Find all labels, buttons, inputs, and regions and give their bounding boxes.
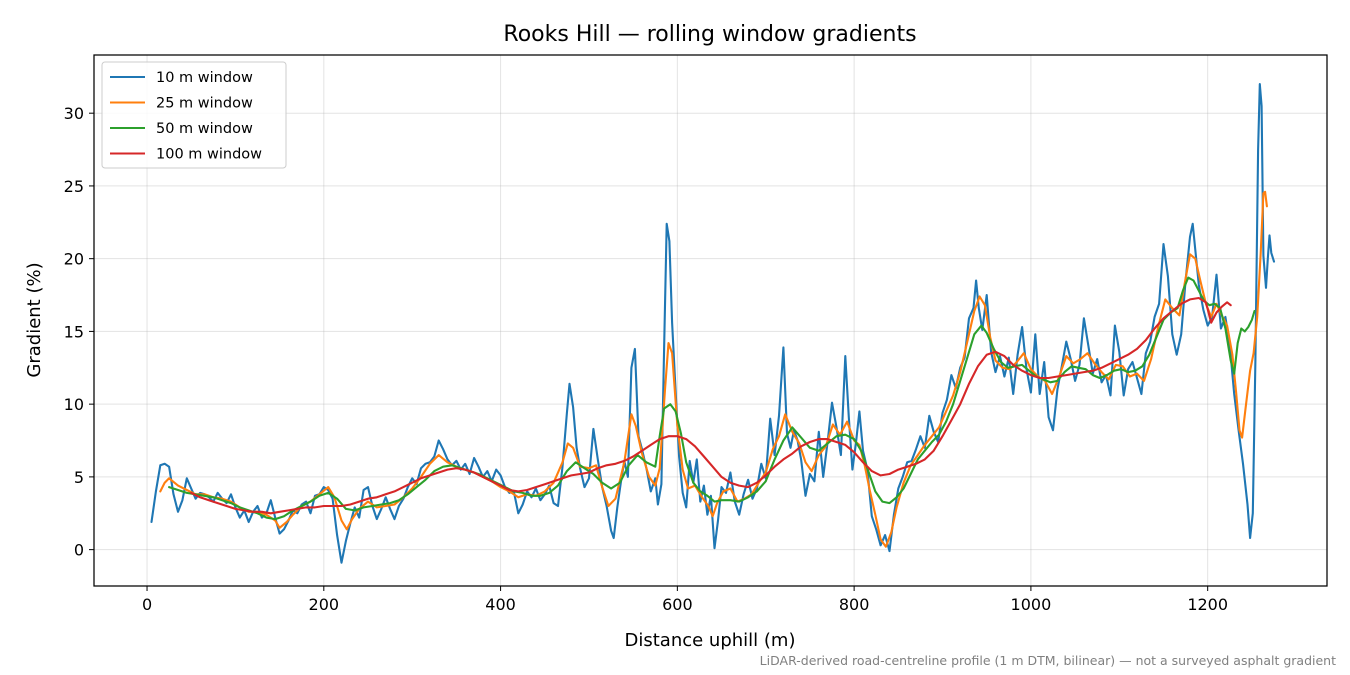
series-line-25-m-window xyxy=(159,190,1268,548)
legend-label-10-m-window: 10 m window xyxy=(156,70,253,86)
y-tick-label: 10 xyxy=(64,395,84,414)
series-line-50-m-window xyxy=(168,276,1256,521)
x-axis-label: Distance uphill (m) xyxy=(625,630,796,651)
y-tick-label: 0 xyxy=(74,541,84,560)
y-tick-label: 15 xyxy=(64,322,84,341)
y-tick-label: 20 xyxy=(64,250,84,269)
grid xyxy=(94,55,1327,586)
legend-label-25-m-window: 25 m window xyxy=(156,96,253,112)
legend-label-50-m-window: 50 m window xyxy=(156,121,253,137)
x-tick-label: 600 xyxy=(662,595,693,614)
x-tick-label: 800 xyxy=(839,595,870,614)
y-tick-label: 5 xyxy=(74,468,84,487)
y-tick-label: 25 xyxy=(64,177,84,196)
series-line-100-m-window xyxy=(190,296,1232,515)
footnote: LiDAR-derived road-centreline profile (1… xyxy=(760,653,1336,668)
series-line-10-m-window xyxy=(150,83,1276,564)
x-tick-label: 0 xyxy=(142,595,152,614)
legend-box xyxy=(101,61,287,169)
x-tick-label: 1200 xyxy=(1187,595,1228,614)
legend: 10 m window 25 m window 50 m window 100 m w… xyxy=(101,61,287,169)
x-tick-label: 400 xyxy=(485,595,516,614)
axis-ticks: 0 200 400 600 800 1000 1200 0 5 10 15 20 25 30 xyxy=(64,104,1228,614)
x-tick-label: 1000 xyxy=(1011,595,1052,614)
x-tick-label: 200 xyxy=(309,595,340,614)
y-tick-label: 30 xyxy=(64,104,84,123)
y-axis-label: Gradient (%) xyxy=(24,262,45,377)
legend-label-100-m-window: 100 m window xyxy=(156,147,262,163)
series-layer xyxy=(150,83,1276,564)
plot-frame xyxy=(93,54,1328,587)
chart-title: Rooks Hill — rolling window gradients xyxy=(503,22,916,47)
